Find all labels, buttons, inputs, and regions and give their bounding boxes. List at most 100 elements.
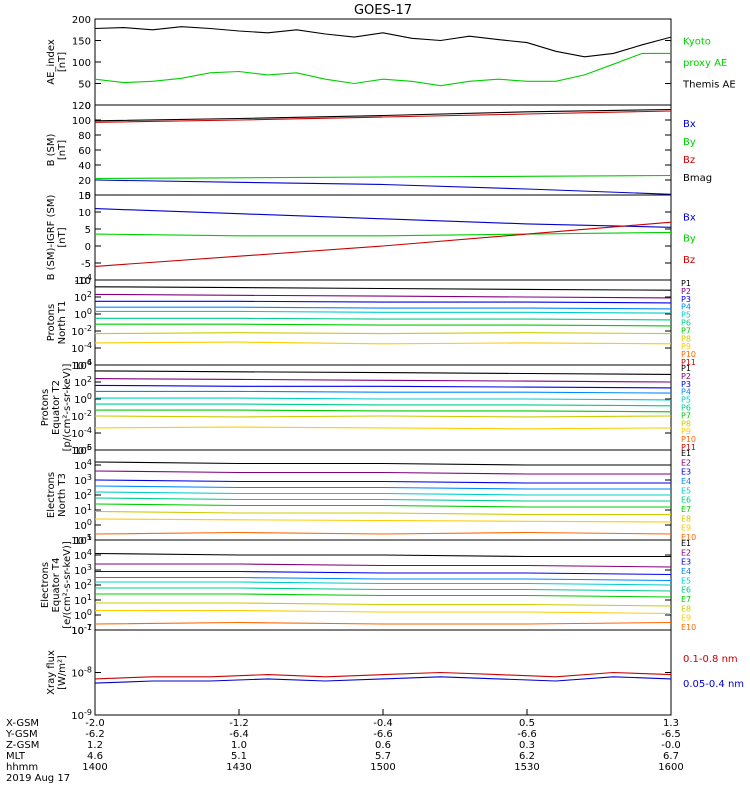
legend-entry: E9	[681, 614, 691, 623]
legend-entry: proxy AE	[683, 58, 727, 69]
legend-entry: P2	[681, 372, 691, 381]
y-tick-label: 5	[85, 225, 91, 236]
legend-entry: E3	[681, 468, 691, 477]
y-axis-label-line: [nT]	[57, 140, 68, 160]
y-tick-label: 101	[74, 503, 92, 517]
x-tick-label: 4.6	[87, 751, 103, 762]
y-tick-label: 101	[74, 593, 92, 607]
y-axis-label-line: Xray flux	[46, 650, 57, 695]
y-axis-label: B (SM) [nT]	[46, 133, 68, 166]
series-line-e6	[95, 587, 671, 592]
x-tick-label: -6.5	[661, 729, 681, 740]
legend-entry: E1	[681, 449, 691, 458]
x-row-label: X-GSM	[6, 718, 39, 729]
legend-entry: Themis AE	[682, 80, 736, 91]
legend-entry: E2	[681, 458, 691, 467]
y-tick-label: 10-7	[71, 623, 92, 637]
y-axis-label: B (SM)-IGRF (SM) [nT]	[46, 195, 68, 281]
y-axis-label-line: AE_index	[46, 39, 57, 85]
y-axis-label-line: B (SM)-IGRF (SM)	[46, 195, 57, 281]
y-axis-label-line: [nT]	[57, 227, 68, 247]
y-tick-label: 10-8	[71, 666, 92, 680]
legend-entry: P1	[681, 279, 691, 288]
series-line-bz	[95, 110, 671, 123]
x-tick-label: -0.4	[373, 718, 393, 729]
y-tick-label: 50	[78, 80, 91, 91]
series-line-by	[95, 174, 671, 180]
series-line-p2	[95, 378, 671, 383]
panel-frame	[94, 629, 672, 716]
legend-entry: P10	[681, 435, 696, 444]
x-row-label: MLT	[6, 751, 26, 762]
panel-frame	[94, 279, 672, 366]
series-line-p3	[95, 300, 671, 304]
y-tick-label: 102	[74, 290, 92, 304]
series-line-p1	[95, 370, 671, 375]
x-tick-label: 1600	[658, 762, 683, 773]
x-tick-label: 0.3	[519, 740, 535, 751]
y-tick-label: 104	[74, 548, 92, 562]
x-tick-label: -1.2	[229, 718, 249, 729]
y-tick-label: 15	[78, 191, 91, 202]
y-axis-label: Electrons North T3	[46, 472, 68, 518]
legend-entry: P2	[681, 287, 691, 296]
y-axis-label-line: Protons	[40, 389, 51, 426]
x-tick-label: -0.0	[661, 740, 681, 751]
legend-entry: 0.1-0.8 nm	[683, 654, 738, 665]
legend-entry: P7	[681, 326, 691, 335]
x-tick-label: 6.2	[519, 751, 535, 762]
series-line-e7	[95, 593, 671, 598]
series-line-p7	[95, 323, 671, 327]
y-tick-label: 80	[78, 131, 91, 142]
panel-frame	[94, 18, 672, 106]
legend-entry: Bz	[683, 155, 695, 166]
y-axis-label: Protons Equator T2 [p/(cm²-s-sr-keV)]	[40, 364, 73, 452]
series-line-p3	[95, 384, 671, 389]
y-tick-label: 10-6	[71, 358, 92, 372]
series-line-bx	[95, 208, 671, 228]
legend-entry: E5	[681, 486, 691, 495]
y-tick-label: 105	[74, 443, 92, 457]
y-tick-label: 120	[72, 101, 91, 112]
series-line-e1	[95, 552, 671, 558]
x-tick-label: -6.2	[85, 729, 105, 740]
y-axis-label-line: North T1	[57, 301, 68, 345]
legend-entry: By	[683, 234, 696, 245]
series-line-e8	[95, 510, 671, 516]
legend-entry: E6	[681, 496, 691, 505]
legend-entry: P8	[681, 334, 691, 343]
y-tick-label: 100	[72, 116, 91, 127]
y-tick-label: 102	[74, 578, 92, 592]
legend-entry: By	[683, 137, 696, 148]
x-tick-label: -6.6	[517, 729, 537, 740]
series-line-bmag	[95, 108, 671, 122]
y-tick-label: 104	[74, 458, 92, 472]
legend-entry: E10	[681, 623, 696, 632]
series-line-p8	[95, 415, 671, 418]
series-line-p9	[95, 426, 671, 430]
series-line-themis-ae	[95, 26, 671, 58]
series-line-p6	[95, 317, 671, 321]
y-tick-label: 10-4	[71, 426, 92, 440]
series-line-e7	[95, 503, 671, 508]
x-tick-label: 1.0	[231, 740, 247, 751]
series-line-e1	[95, 461, 671, 466]
series-line-p4	[95, 306, 671, 310]
y-tick-label: 100	[74, 518, 92, 532]
x-tick-label: 1.2	[87, 740, 103, 751]
plot-title: GOES-17	[354, 3, 412, 18]
y-axis-label-line: Electrons	[40, 562, 51, 608]
legend-entry: P6	[681, 319, 691, 328]
legend-entry: P11	[681, 443, 696, 452]
series-line-p8	[95, 332, 671, 335]
series-line-0-05-0-4-nm	[95, 676, 671, 684]
legend-entry: Bz	[683, 255, 695, 266]
y-tick-label: 105	[74, 533, 92, 547]
series-line-e3	[95, 570, 671, 576]
legend-entry: E9	[681, 524, 691, 533]
